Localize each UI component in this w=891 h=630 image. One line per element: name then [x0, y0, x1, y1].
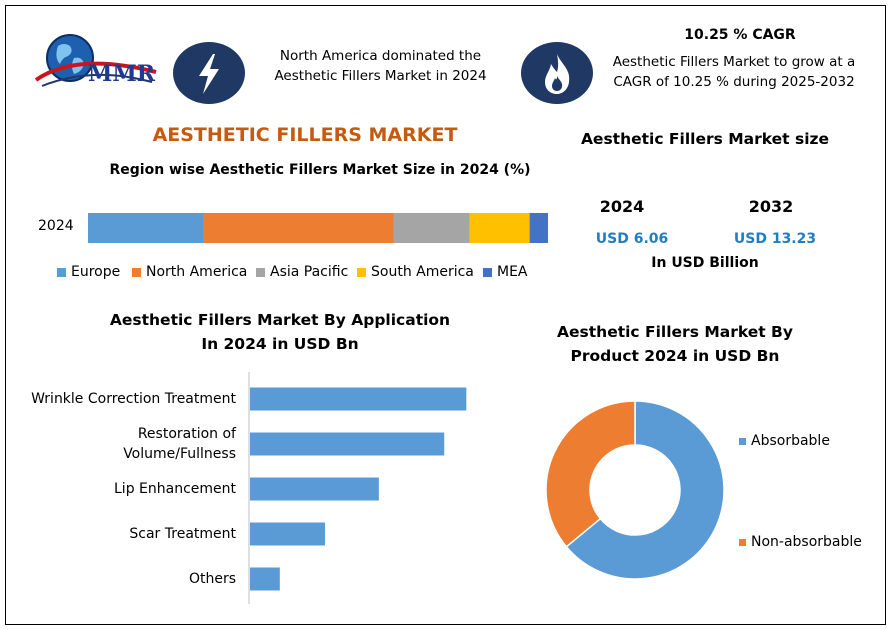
logo-text: MMR: [88, 61, 155, 87]
application-category-label-line: Wrinkle Correction Treatment: [31, 391, 236, 407]
application-category-label: Scar Treatment: [129, 524, 236, 544]
legend-label: Europe: [71, 264, 121, 280]
product-chart-title-line2: Product 2024 in USD Bn: [570, 347, 780, 365]
market-size-year-2032: 2032: [748, 197, 794, 216]
donut-slice-non-absorbable: [545, 400, 636, 548]
page-title: AESTHETIC FILLERS MARKET: [152, 124, 458, 146]
product-chart-title-line1: Aesthetic Fillers Market By: [557, 323, 793, 341]
legend-label: Non-absorbable: [751, 534, 862, 550]
region-chart-category-label: 2024: [38, 218, 74, 234]
legend-swatch: [132, 267, 141, 277]
application-bar-2: [250, 477, 379, 501]
region-bar-segment-asia-pacific: [393, 213, 470, 243]
application-category-label-line: Restoration of: [137, 426, 236, 442]
legend-item-asia-pacific: Asia Pacific: [256, 264, 348, 280]
donut-slice-absorbable: [565, 400, 725, 580]
market-size-unit: In USD Billion: [651, 255, 759, 271]
legend-item-non-absorbable: Non-absorbable: [739, 534, 862, 550]
region-bar-segment-mea: [529, 213, 548, 243]
legend-item-europe: Europe: [57, 264, 120, 280]
application-category-label: Wrinkle Correction Treatment: [31, 389, 236, 409]
application-bar-4: [250, 567, 280, 591]
application-category-label-line: Volume/Fullness: [123, 446, 236, 462]
legend-swatch: [57, 267, 66, 277]
market-size-title: Aesthetic Fillers Market size: [580, 130, 830, 148]
application-category-label-line: Scar Treatment: [129, 526, 236, 542]
region-bar-segment-north-america: [203, 213, 394, 243]
legend-item-absorbable: Absorbable: [739, 433, 830, 449]
application-bar-3: [250, 522, 325, 546]
region-stacked-bar-chart: [88, 213, 548, 243]
legend-swatch: [357, 267, 366, 277]
application-bar-chart: [248, 372, 467, 604]
legend-swatch: [739, 538, 746, 546]
cagr-title: 10.25 % CAGR: [684, 27, 796, 43]
application-chart-title-line1: Aesthetic Fillers Market By Application: [109, 311, 451, 329]
headline-left: North America dominated the Aesthetic Fi…: [274, 48, 487, 84]
globe-icon: [34, 34, 157, 87]
application-category-label-line: Lip Enhancement: [114, 481, 236, 497]
legend-swatch: [483, 267, 492, 277]
region-bar-segment-south-america: [469, 213, 530, 243]
legend-label: South America: [371, 264, 474, 280]
application-bar-0: [250, 387, 467, 411]
region-bar-segment-europe: [88, 213, 203, 243]
region-chart-title: Region wise Aesthetic Fillers Market Siz…: [109, 162, 531, 178]
logo: MMR: [28, 28, 168, 98]
legend-swatch: [739, 437, 746, 445]
legend-item-mea: MEA: [483, 264, 528, 280]
legend-label: Absorbable: [751, 433, 830, 449]
infographic-frame: [5, 5, 886, 625]
application-category-label: Lip Enhancement: [114, 479, 236, 499]
legend-item-south-america: South America: [357, 264, 474, 280]
lightning-icon: [173, 42, 245, 104]
product-donut-chart: [545, 400, 725, 580]
application-category-label-line: Others: [188, 571, 236, 587]
flame-icon: [521, 42, 593, 104]
legend-label: MEA: [497, 264, 528, 280]
market-size-value-2032: USD 13.23: [733, 231, 817, 247]
market-size-value-2024: USD 6.06: [595, 231, 669, 247]
application-category-label: Others: [189, 569, 236, 589]
cagr-text: Aesthetic Fillers Market to grow at a CA…: [612, 54, 856, 90]
application-chart-title-line2: In 2024 in USD Bn: [201, 335, 359, 353]
application-bar-1: [250, 432, 445, 456]
legend-label: Asia Pacific: [270, 264, 349, 280]
legend-label: North America: [146, 264, 248, 280]
legend-swatch: [256, 267, 265, 277]
legend-item-north-america: North America: [132, 264, 247, 280]
market-size-year-2024: 2024: [599, 197, 645, 216]
application-category-label: Restoration of Volume/Fullness: [123, 424, 236, 464]
